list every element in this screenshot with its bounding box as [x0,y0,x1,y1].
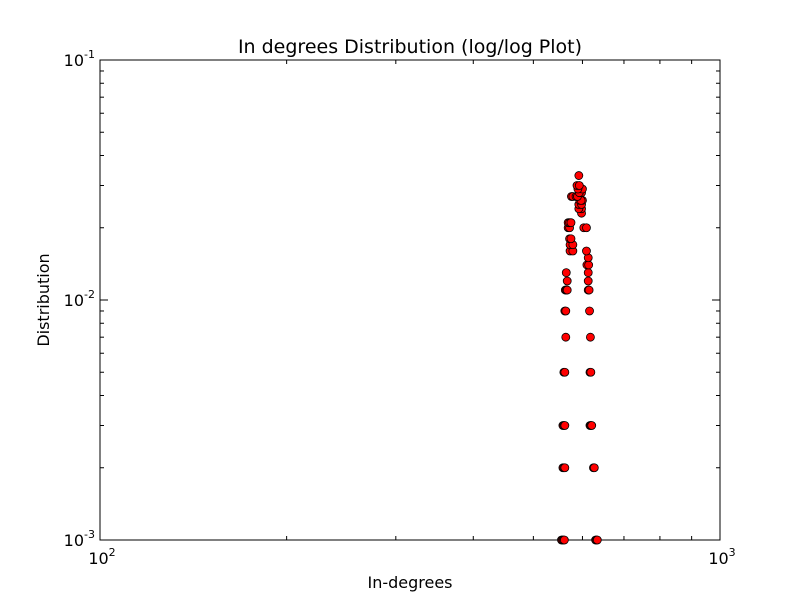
data-point [574,181,584,190]
data-points [557,171,602,545]
data-point [574,171,584,180]
data-point [584,285,594,295]
data-point [561,332,571,342]
y-tick-label: 10-3 [64,528,95,550]
data-point [561,268,571,278]
data-point [560,367,570,377]
y-tick-label: 10-1 [64,48,95,70]
data-point [582,246,591,256]
plot-area [99,59,721,541]
tick-labels: 102 103 10-3 10-2 10-1 [64,48,736,568]
data-point [586,367,596,377]
data-point [587,421,597,430]
data-point [566,218,576,228]
data-point [589,463,599,473]
x-tick-label: 102 [88,546,115,568]
data-point [592,535,602,545]
data-point [560,421,570,430]
x-tick-label: 103 [708,546,735,568]
axis-ticks [99,59,721,541]
y-axis-label: Distribution [34,253,53,346]
data-point [583,276,593,286]
y-tick-label: 10-2 [64,288,95,310]
chart-title: In degrees Distribution (log/log Plot) [238,36,582,58]
data-point [561,306,571,316]
data-point [562,285,572,295]
data-point [582,223,591,233]
data-point [583,268,593,278]
data-point [559,535,569,545]
x-axis-label: In-degrees [367,573,452,592]
data-point [560,463,570,473]
data-point [584,260,594,270]
data-point [585,306,594,316]
data-point [586,332,595,342]
data-point [562,276,572,286]
data-point [566,234,576,244]
